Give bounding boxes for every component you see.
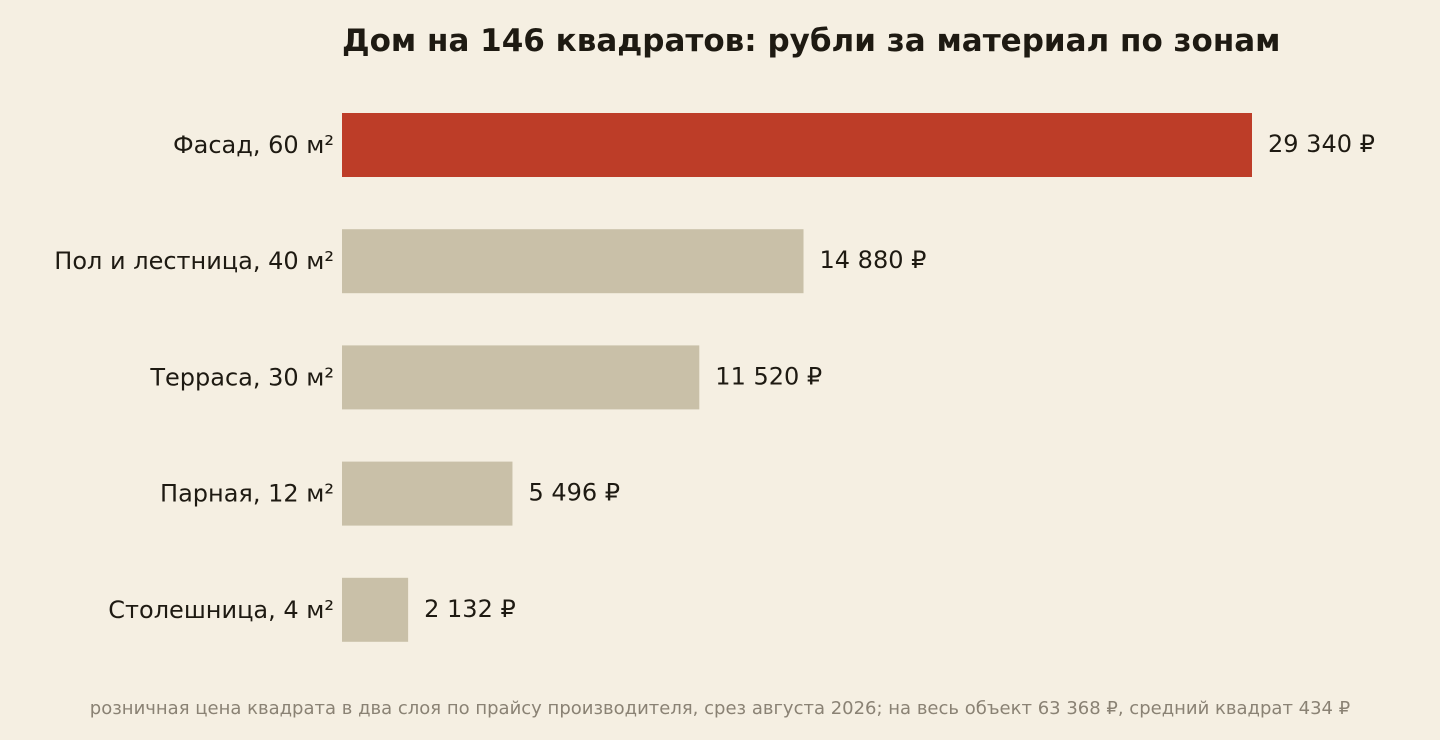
value-label: 11 520 ₽ [715,362,822,390]
bars-layer: Фасад, 60 м² 29 340 ₽ Пол и лестница, 40 м… [54,113,1375,642]
bar [342,461,513,526]
bar [342,113,1252,177]
category-label: Терраса, 30 м² [149,363,334,391]
bar [342,577,409,642]
bar-group: Пол и лестница, 40 м² 14 880 ₽ [54,229,927,294]
bar [342,229,804,294]
chart-footnote: розничная цена квадрата в два слоя по пр… [90,698,1350,719]
value-label: 5 496 ₽ [528,479,620,507]
category-label: Столешница, 4 м² [108,596,334,624]
bar-group: Парная, 12 м² 5 496 ₽ [160,461,620,526]
value-label: 2 132 ₽ [424,595,516,623]
value-label: 29 340 ₽ [1268,130,1375,158]
category-label: Пол и лестница, 40 м² [54,247,334,275]
chart-title: Дом на 146 квадратов: рубли за материал … [342,23,1281,59]
bar-group: Столешница, 4 м² 2 132 ₽ [108,577,516,642]
category-label: Фасад, 60 м² [173,131,334,159]
bar [342,345,700,410]
bar-group: Фасад, 60 м² 29 340 ₽ [173,113,1375,177]
bar-group: Терраса, 30 м² 11 520 ₽ [149,345,822,410]
value-label: 14 880 ₽ [820,246,927,274]
category-label: Парная, 12 м² [160,480,334,508]
